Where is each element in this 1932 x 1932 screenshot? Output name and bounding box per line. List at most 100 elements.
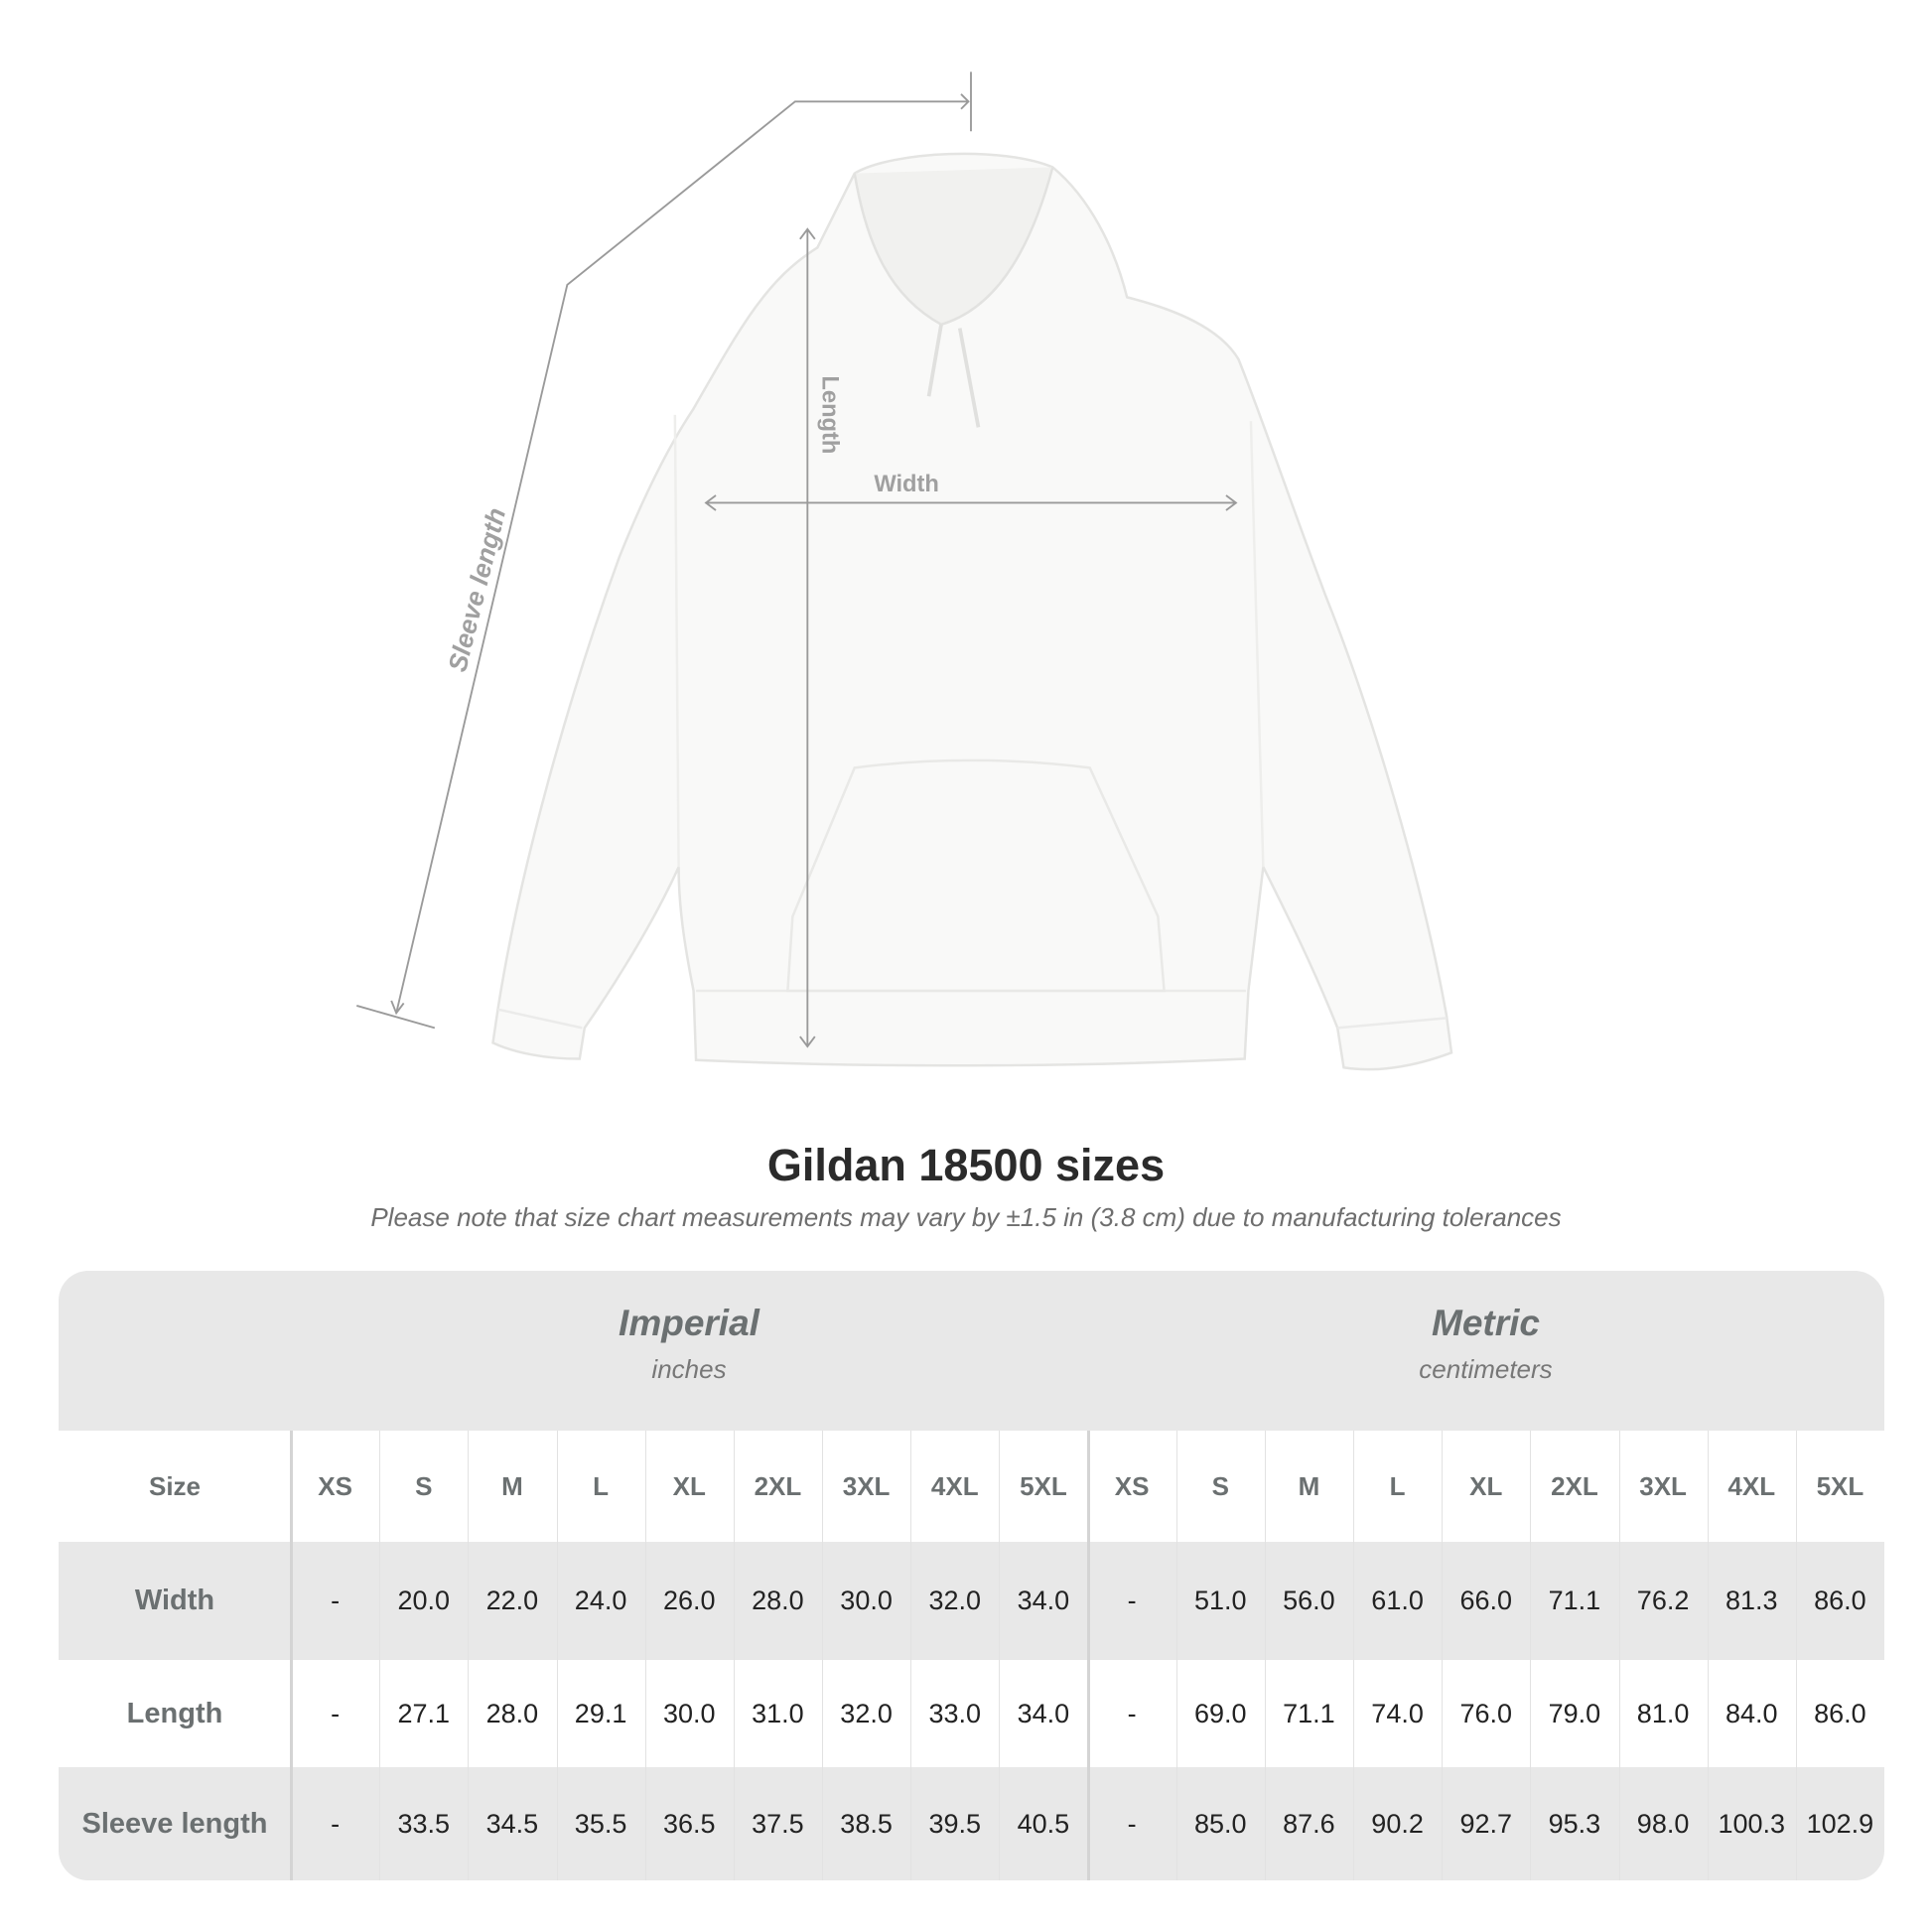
value-width-imperial: - <box>331 1586 341 1615</box>
size-metric-2xl: 2XL <box>1551 1470 1598 1501</box>
width-line <box>704 494 1238 511</box>
value-length-imperial: 31.0 <box>752 1698 804 1728</box>
row-band <box>59 1542 1884 1660</box>
column-divider <box>1618 1431 1620 1880</box>
value-width-metric: 56.0 <box>1283 1586 1335 1615</box>
column-divider <box>1264 1431 1266 1880</box>
value-sleeve-length-metric: 85.0 <box>1193 1808 1247 1839</box>
value-width-metric: 86.0 <box>1814 1586 1866 1615</box>
column-divider <box>290 1431 293 1880</box>
value-sleeve-length-metric: 98.0 <box>1636 1808 1690 1839</box>
value-sleeve-length-imperial: 37.5 <box>752 1808 804 1839</box>
column-divider <box>1086 1431 1090 1880</box>
size-imperial-s: S <box>415 1470 433 1501</box>
measurement-lines <box>356 71 1238 1048</box>
imperial-unit: inches <box>651 1354 727 1384</box>
column-divider <box>1795 1431 1797 1880</box>
header-band <box>59 1271 1884 1431</box>
value-width-metric: 61.0 <box>1371 1586 1424 1615</box>
size-imperial-4xl: 4XL <box>930 1470 979 1501</box>
value-length-metric: 71.1 <box>1283 1698 1335 1728</box>
value-width-metric: 81.3 <box>1725 1586 1778 1615</box>
size-table: Imperial inches Metric centimeters Size X… <box>59 1271 1884 1880</box>
column-divider <box>1175 1431 1177 1880</box>
value-length-metric: 79.0 <box>1548 1698 1601 1728</box>
length-line <box>799 227 816 1048</box>
size-imperial-2xl: 2XL <box>754 1470 802 1501</box>
size-imperial-xl: XL <box>672 1470 706 1501</box>
size-metric-m: M <box>1298 1470 1320 1501</box>
column-divider <box>1442 1431 1444 1880</box>
value-length-metric: 84.0 <box>1725 1698 1778 1728</box>
value-width-imperial: 24.0 <box>574 1586 627 1615</box>
value-width-imperial: 34.0 <box>1017 1586 1070 1615</box>
size-metric-4xl: 4XL <box>1727 1470 1776 1501</box>
size-imperial-3xl: 3XL <box>842 1470 891 1501</box>
column-divider <box>644 1431 646 1880</box>
value-sleeve-length-metric: - <box>1127 1808 1137 1839</box>
value-width-imperial: 22.0 <box>485 1586 539 1615</box>
size-header: Size <box>148 1470 202 1501</box>
value-width-imperial: 28.0 <box>752 1586 804 1615</box>
column-divider <box>1530 1431 1532 1880</box>
size-imperial-m: M <box>501 1470 523 1501</box>
length-label: Length <box>816 375 842 454</box>
size-metric-s: S <box>1211 1470 1229 1501</box>
value-width-imperial: 30.0 <box>840 1586 893 1615</box>
size-imperial-l: L <box>593 1470 610 1501</box>
row-label-sleeve-length: Sleeve length <box>81 1807 268 1840</box>
size-imperial-5xl: 5XL <box>1020 1470 1067 1501</box>
value-sleeve-length-imperial: 39.5 <box>928 1808 982 1839</box>
value-length-imperial: 30.0 <box>662 1698 716 1728</box>
value-length-metric: 81.0 <box>1636 1698 1690 1728</box>
column-divider <box>379 1431 381 1880</box>
column-divider <box>999 1431 1001 1880</box>
value-width-imperial: 32.0 <box>928 1586 982 1615</box>
column-divider <box>1707 1431 1709 1880</box>
value-length-metric: - <box>1127 1698 1137 1728</box>
sleeve-length-line <box>356 71 972 1030</box>
value-length-imperial: 28.0 <box>485 1698 539 1728</box>
value-sleeve-length-metric: 92.7 <box>1459 1808 1513 1839</box>
size-metric-xl: XL <box>1469 1470 1503 1501</box>
value-length-metric: 86.0 <box>1814 1698 1866 1728</box>
value-sleeve-length-imperial: - <box>331 1808 341 1839</box>
row-label-width: Width <box>134 1585 215 1616</box>
value-sleeve-length-imperial: 38.5 <box>840 1808 893 1839</box>
metric-header: Metric centimeters <box>1087 1271 1884 1431</box>
value-sleeve-length-imperial: 40.5 <box>1017 1808 1070 1839</box>
value-sleeve-length-imperial: 35.5 <box>574 1808 627 1839</box>
value-sleeve-length-imperial: 36.5 <box>662 1808 716 1839</box>
column-divider <box>822 1431 823 1880</box>
value-sleeve-length-metric: 95.3 <box>1548 1808 1601 1839</box>
value-length-imperial: - <box>331 1698 341 1728</box>
column-divider <box>556 1431 558 1880</box>
value-width-metric: - <box>1127 1586 1137 1615</box>
row-label-length: Length <box>126 1697 223 1729</box>
value-sleeve-length-metric: 100.3 <box>1718 1808 1786 1839</box>
column-divider <box>468 1431 470 1880</box>
tolerance-note: Please note that size chart measurements… <box>370 1202 1562 1232</box>
size-metric-5xl: 5XL <box>1816 1470 1864 1501</box>
value-width-imperial: 26.0 <box>662 1586 716 1615</box>
value-sleeve-length-imperial: 34.5 <box>485 1808 539 1839</box>
size-imperial-xs: XS <box>318 1470 352 1501</box>
size-metric-xs: XS <box>1114 1470 1150 1501</box>
value-length-imperial: 29.1 <box>574 1698 627 1728</box>
size-metric-l: L <box>1389 1470 1406 1501</box>
metric-unit: centimeters <box>1419 1354 1553 1384</box>
value-length-metric: 76.0 <box>1459 1698 1513 1728</box>
value-sleeve-length-imperial: 33.5 <box>397 1808 451 1839</box>
value-length-imperial: 33.0 <box>928 1698 982 1728</box>
value-sleeve-length-metric: 102.9 <box>1806 1808 1874 1839</box>
value-length-imperial: 32.0 <box>840 1698 893 1728</box>
page-title: Gildan 18500 sizes <box>766 1140 1166 1190</box>
value-width-metric: 71.1 <box>1548 1586 1601 1615</box>
width-label: Width <box>874 472 939 497</box>
value-width-metric: 76.2 <box>1636 1586 1690 1615</box>
column-divider <box>1353 1431 1354 1880</box>
value-length-imperial: 27.1 <box>397 1698 451 1728</box>
imperial-title: Imperial <box>619 1303 759 1343</box>
sleeve-length-label: Sleeve length <box>442 505 511 675</box>
